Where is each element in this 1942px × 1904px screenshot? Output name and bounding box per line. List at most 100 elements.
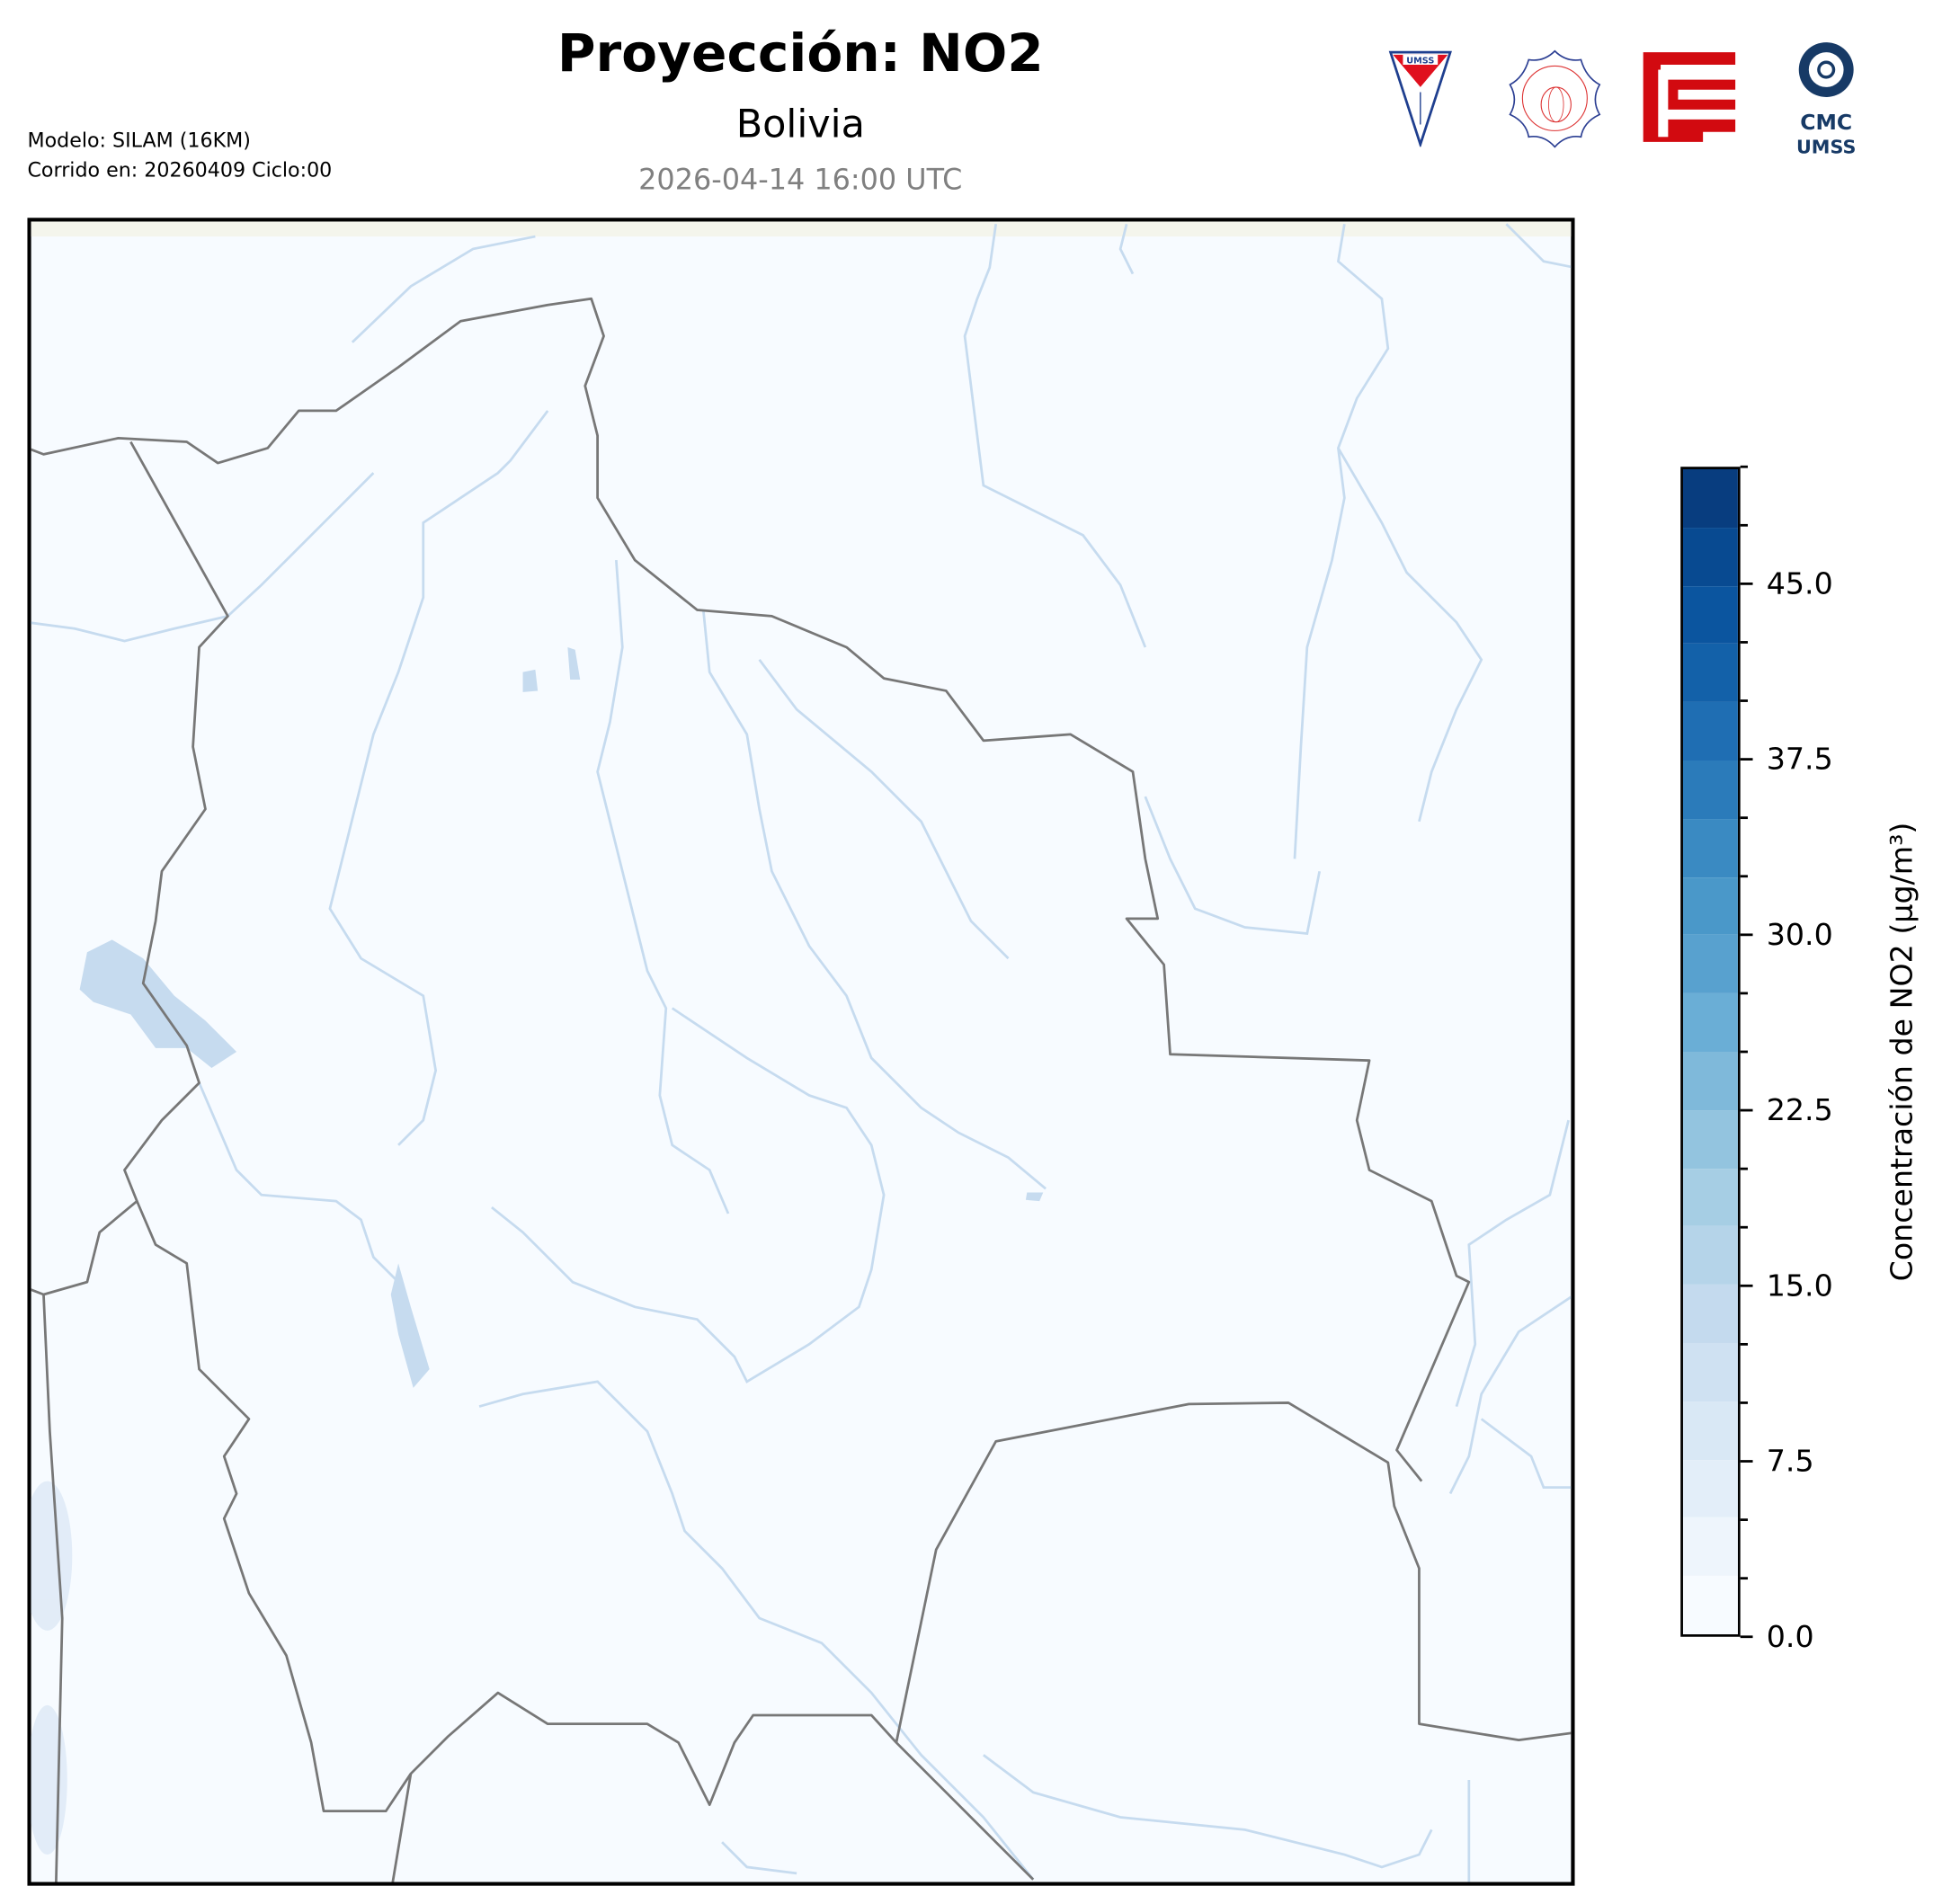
no2-plume-chile-coast: [31, 1481, 73, 1855]
colorbar-tick: [1740, 1460, 1753, 1463]
river: [1505, 223, 1572, 269]
colorbar-tick: [1740, 1108, 1753, 1112]
colorbar-tick: [1740, 1284, 1753, 1287]
colorbar-level: [1682, 993, 1738, 1053]
run-info: Corrido en: 20260409 Ciclo:00: [27, 157, 333, 182]
colorbar-level: [1682, 818, 1738, 877]
lakes: [79, 646, 1044, 1388]
river: [1337, 447, 1483, 823]
colorbar-minor-tick: [1740, 1577, 1748, 1580]
river: [963, 224, 1147, 648]
svg-text:UMSS: UMSS: [1406, 57, 1434, 67]
colorbar-minor-tick: [1740, 1050, 1748, 1054]
colorbar-minor-tick: [1740, 641, 1748, 644]
river: [1118, 223, 1135, 275]
lake: [1025, 1192, 1044, 1202]
colorbar-label: Concentración de NO2 (µg/m³): [1884, 822, 1920, 1282]
border: [31, 297, 1471, 1482]
colorbar-minor-tick: [1740, 875, 1748, 878]
top-land-strip: [31, 221, 1572, 237]
colorbar-tick-label: 22.5: [1766, 1092, 1833, 1128]
colorbar-tick-label: 45.0: [1766, 565, 1833, 601]
colorbar-tick: [1740, 1635, 1753, 1639]
river: [351, 235, 536, 343]
colorbar-level: [1682, 1109, 1738, 1169]
river: [721, 1841, 797, 1875]
svg-text:CMC: CMC: [1800, 110, 1852, 135]
colorbar-level: [1682, 1226, 1738, 1286]
colorbar-level: [1682, 1168, 1738, 1227]
border: [391, 1773, 413, 1882]
border: [895, 1401, 1572, 1743]
colorbar-minor-tick: [1740, 1342, 1748, 1346]
forecast-datetime: 2026-04-14 16:00 UTC: [638, 164, 963, 197]
river: [701, 609, 1047, 1190]
colorbar-tick-label: 30.0: [1766, 917, 1833, 953]
colorbar-level: [1682, 644, 1738, 703]
colorbar-minor-tick: [1740, 1401, 1748, 1404]
lake: [567, 646, 581, 680]
cmc-umss-logo: CMC UMSS: [1796, 42, 1856, 156]
river: [596, 559, 730, 1214]
rivers: [31, 223, 1572, 1882]
colorbar-level: [1682, 702, 1738, 761]
colorbar-tick-label: 15.0: [1766, 1268, 1833, 1303]
map-title: Proyección: NO2: [557, 22, 1044, 84]
model-info: Modelo: SILAM (16KM): [27, 128, 251, 152]
colorbar-tick-label: 7.5: [1766, 1444, 1814, 1479]
colorbar-level: [1682, 761, 1738, 819]
colorbar-level: [1682, 935, 1738, 994]
colorbar-level: [1682, 585, 1738, 645]
svg-text:UMSS: UMSS: [1796, 136, 1856, 156]
river: [758, 659, 1010, 960]
colorbar-tick: [1740, 758, 1753, 761]
colorbar-level: [1682, 469, 1738, 528]
colorbar-minor-tick: [1740, 465, 1748, 468]
river: [1293, 224, 1390, 859]
colorbar-level: [1682, 1285, 1738, 1344]
fcyt-logo: [1643, 52, 1736, 142]
colorbar-minor-tick: [1740, 1225, 1748, 1229]
river: [227, 472, 375, 618]
river: [198, 1082, 400, 1284]
umss-logo: UMSS: [1388, 50, 1452, 147]
colorbar-level: [1682, 527, 1738, 586]
colorbar-tick-label: 37.5: [1766, 742, 1833, 777]
colorbar-tick-label: 0.0: [1766, 1619, 1814, 1655]
lake-poopo: [390, 1263, 430, 1388]
country-borders: [31, 297, 1572, 1882]
departamento-fisica-logo: [1509, 49, 1601, 148]
colorbar-tick: [1740, 933, 1753, 937]
map-subtitle: Bolivia: [735, 102, 865, 147]
colorbar-level: [1682, 876, 1738, 936]
river: [1144, 796, 1322, 935]
colorbar-minor-tick: [1740, 816, 1748, 820]
river: [491, 1007, 886, 1384]
colorbar-level: [1682, 1343, 1738, 1401]
colorbar-level: [1682, 1401, 1738, 1460]
colorbar-level: [1682, 1459, 1738, 1518]
colorbar-level: [1682, 1576, 1738, 1634]
colorbar-level: [1682, 1517, 1738, 1577]
river: [478, 1380, 1035, 1881]
colorbar-tick: [1740, 582, 1753, 585]
colorbar: [1680, 467, 1741, 1637]
river: [1455, 1119, 1570, 1407]
colorbar-minor-tick: [1740, 523, 1748, 527]
colorbar-minor-tick: [1740, 1167, 1748, 1170]
river: [328, 410, 549, 1146]
no2-concentration-map[interactable]: [27, 218, 1575, 1886]
colorbar-level: [1682, 1052, 1738, 1110]
border: [42, 1294, 64, 1882]
border: [31, 440, 229, 1296]
lake: [522, 669, 539, 692]
river: [1480, 1418, 1572, 1489]
river: [1448, 1295, 1572, 1495]
map-canvas: [31, 221, 1572, 1882]
river: [31, 615, 228, 643]
colorbar-minor-tick: [1740, 992, 1748, 995]
colorbar-minor-tick: [1740, 1518, 1748, 1521]
river: [983, 1754, 1433, 1869]
colorbar-minor-tick: [1740, 699, 1748, 702]
border: [136, 1200, 1035, 1881]
